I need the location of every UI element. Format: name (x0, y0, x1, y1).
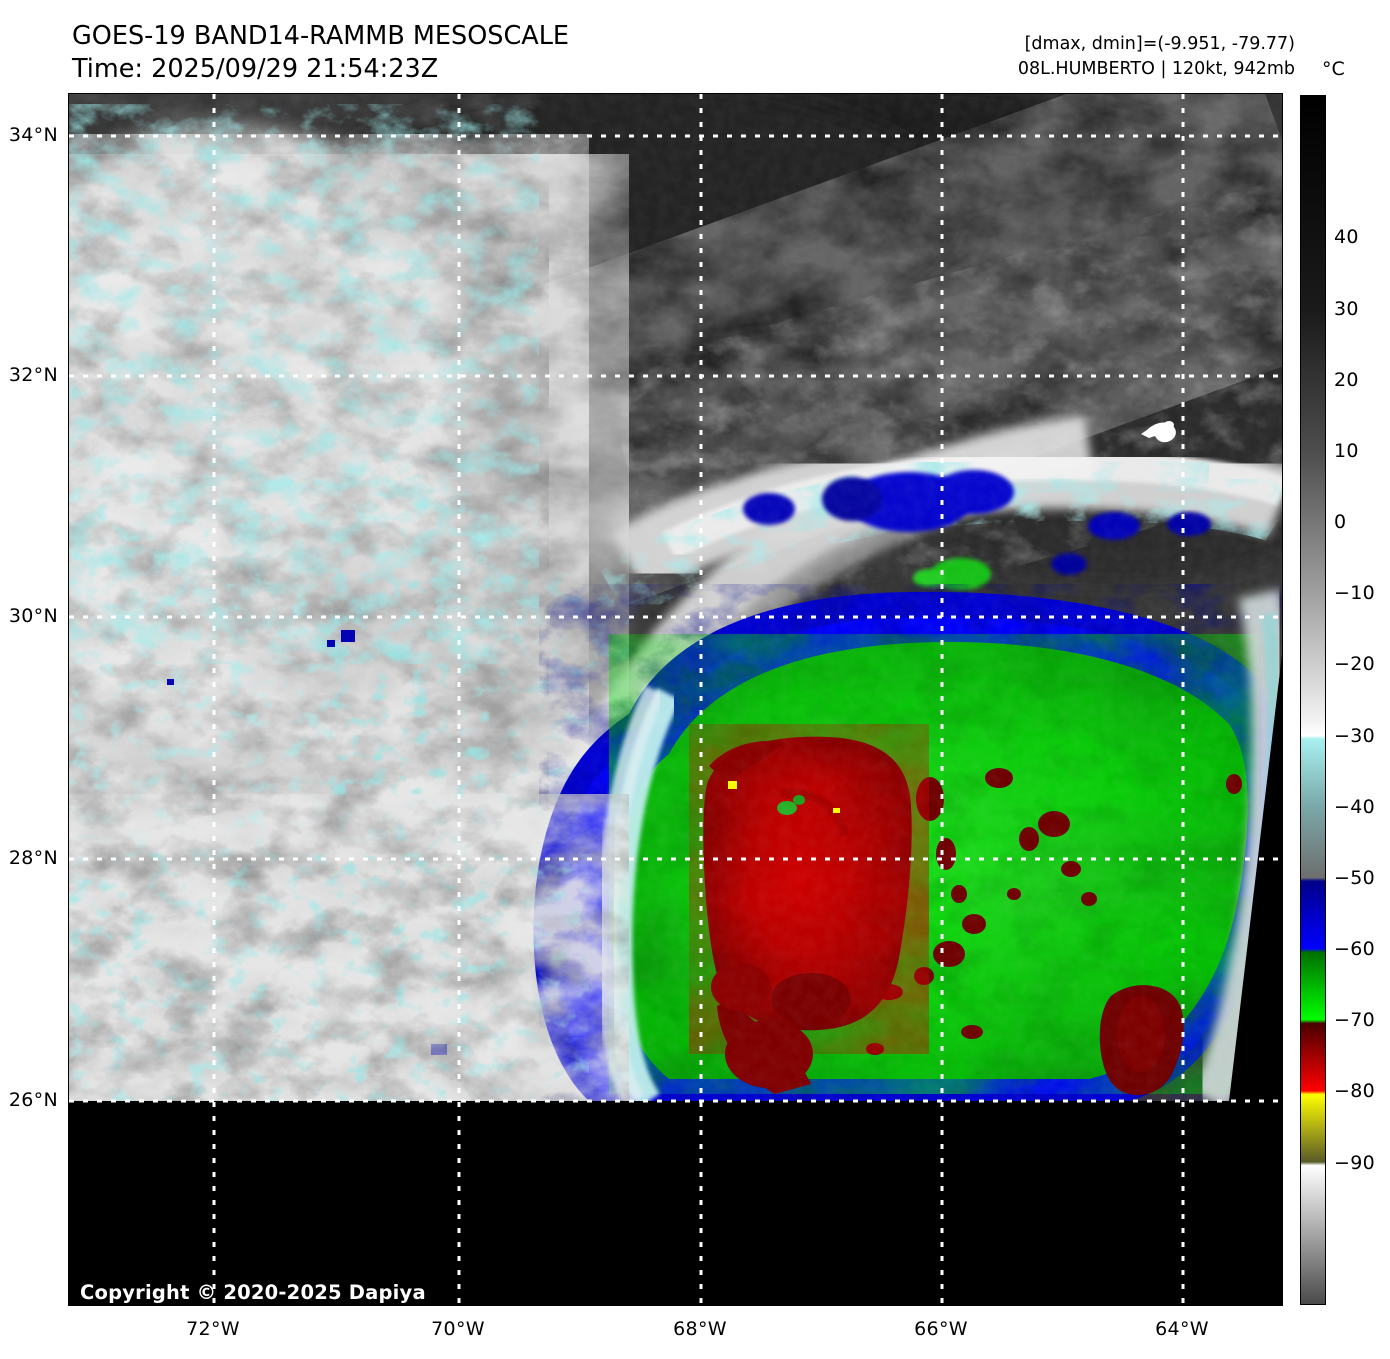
colorbar-tick-label: −40 (1334, 795, 1375, 818)
latitude-tick-label: 26°N (8, 1089, 58, 1111)
colorbar-tick-label: −50 (1334, 866, 1375, 889)
satellite-image-panel (68, 93, 1283, 1306)
metadata-block: [dmax, dmin]=(-9.951, -79.77) 08L.HUMBER… (1018, 32, 1295, 82)
dminmax-label: [dmax, dmin]=(-9.951, -79.77) (1024, 34, 1295, 54)
copyright-label: Copyright © 2020-2025 Dapiya (80, 1281, 426, 1304)
longitude-tick-label: 66°W (914, 1318, 968, 1340)
satellite-data-layer (69, 94, 1282, 1101)
colorbar-unit-label: °C (1322, 58, 1345, 80)
longitude-tick-label: 70°W (431, 1318, 485, 1340)
storm-info-label: 08L.HUMBERTO | 120kt, 942mb (1017, 58, 1295, 79)
satellite-imagery (69, 94, 1282, 1305)
title-block: GOES-19 BAND14-RAMMB MESOSCALE Time: 202… (72, 20, 772, 86)
colorbar-tick-label: 20 (1334, 368, 1359, 391)
colorbar-tick-label: 10 (1334, 439, 1359, 462)
colorbar-tick-label: −10 (1334, 582, 1375, 605)
timestamp-label: Time: 2025/09/29 21:54:23Z (72, 54, 439, 85)
colorbar-tick-label: −80 (1334, 1080, 1375, 1103)
longitude-tick-label: 72°W (186, 1318, 240, 1340)
longitude-tick-label: 64°W (1155, 1318, 1209, 1340)
colorbar-tick-label: −20 (1334, 653, 1375, 676)
colorbar-tick-label: −90 (1334, 1151, 1375, 1174)
colorbar-tick-label: −70 (1334, 1009, 1375, 1032)
colorbar-tick-label: −30 (1334, 724, 1375, 747)
colorbar-tick-label: 0 (1334, 511, 1347, 534)
page-title: GOES-19 BAND14-RAMMB MESOSCALE (72, 21, 570, 51)
colorbar-tick-label: −60 (1334, 938, 1375, 961)
colorbar-tick-label: 30 (1334, 297, 1359, 320)
latitude-tick-label: 30°N (8, 605, 58, 627)
colorbar (1300, 95, 1326, 1305)
latitude-tick-label: 28°N (8, 847, 58, 869)
colorbar-gradient (1301, 96, 1325, 1304)
longitude-tick-label: 68°W (673, 1318, 727, 1340)
latitude-tick-label: 34°N (8, 124, 58, 146)
colorbar-tick-label: 40 (1334, 226, 1359, 249)
latitude-tick-label: 32°N (8, 364, 58, 386)
graticule (69, 94, 1282, 1305)
